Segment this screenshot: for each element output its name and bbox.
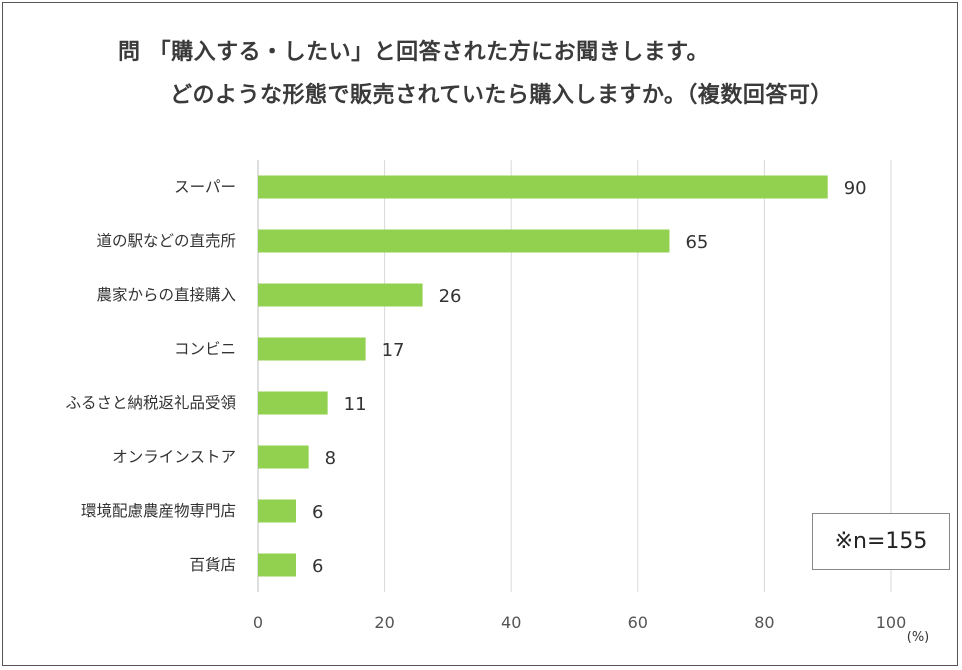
sample-size-note: ※n=155	[812, 513, 950, 570]
bar-3	[258, 283, 423, 307]
x-axis-unit: (%)	[907, 630, 930, 645]
x-tick-label-60: 60	[628, 613, 648, 632]
category-label-8: 百貨店	[189, 556, 236, 574]
labels: 0 20 40 60 80 100(%) スーパー 90 道の駅などの直売所 65 農家からの直接購…	[65, 178, 929, 645]
value-label-2: 65	[685, 232, 708, 253]
bars	[258, 175, 828, 577]
category-label-5: ふるさと納税返礼品受領	[65, 394, 236, 412]
bar-4	[258, 337, 366, 361]
x-tick-label-100: 100	[876, 613, 907, 632]
category-label-3: 農家からの直接購入	[96, 286, 236, 304]
chart-title-line-2: どのような形態で販売されていたら購入しますか。（複数回答可）	[170, 83, 833, 108]
x-tick-label-40: 40	[501, 613, 521, 632]
bar-1	[258, 175, 828, 199]
bar-2	[258, 229, 670, 253]
bar-8	[258, 553, 296, 577]
value-label-5: 11	[344, 394, 367, 415]
x-tick-label-80: 80	[754, 613, 774, 632]
category-label-2: 道の駅などの直売所	[96, 232, 236, 250]
category-label-1: スーパー	[174, 178, 236, 196]
value-label-1: 90	[844, 178, 867, 199]
gridlines	[257, 160, 892, 592]
value-label-7: 6	[312, 502, 323, 523]
value-label-8: 6	[312, 556, 323, 577]
value-label-3: 26	[439, 286, 462, 307]
bar-6	[258, 445, 309, 469]
x-tick-label-20: 20	[374, 613, 394, 632]
category-label-6: オンラインストア	[112, 448, 236, 466]
bar-7	[258, 499, 296, 523]
category-label-4: コンビニ	[174, 340, 236, 358]
x-tick-label-0: 0	[253, 613, 263, 632]
bar-5	[258, 391, 328, 415]
value-label-4: 17	[382, 340, 405, 361]
chart-title-line-1: 問 「購入する・したい」と回答された方にお聞きします。	[118, 40, 709, 65]
value-label-6: 8	[325, 448, 336, 469]
category-label-7: 環境配慮農産物専門店	[81, 501, 236, 520]
